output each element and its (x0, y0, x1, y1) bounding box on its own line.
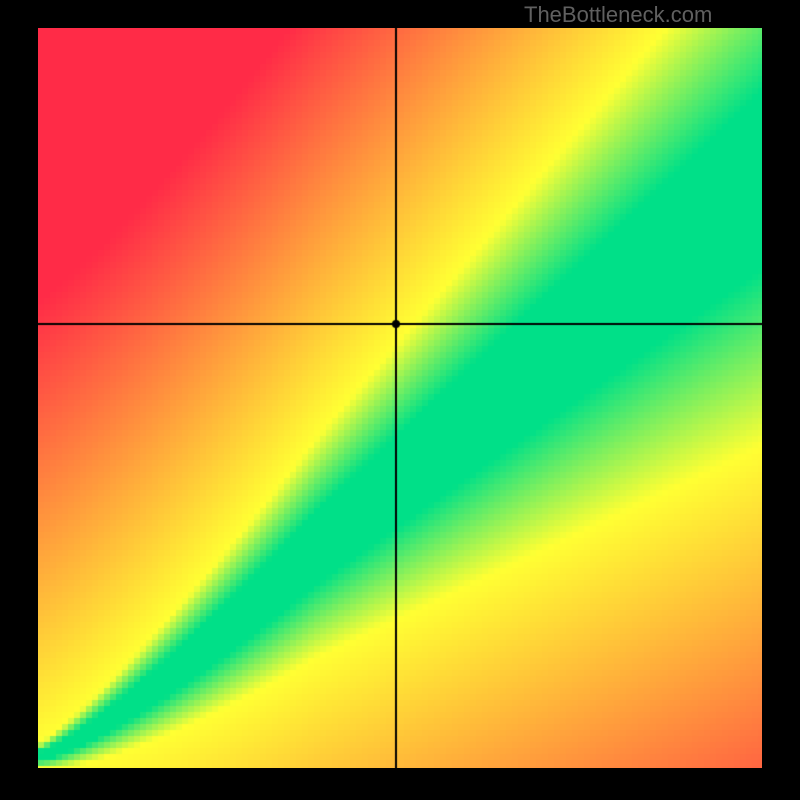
watermark-text: TheBottleneck.com (524, 2, 712, 28)
bottleneck-heatmap (38, 28, 762, 768)
chart-container: TheBottleneck.com (0, 0, 800, 800)
